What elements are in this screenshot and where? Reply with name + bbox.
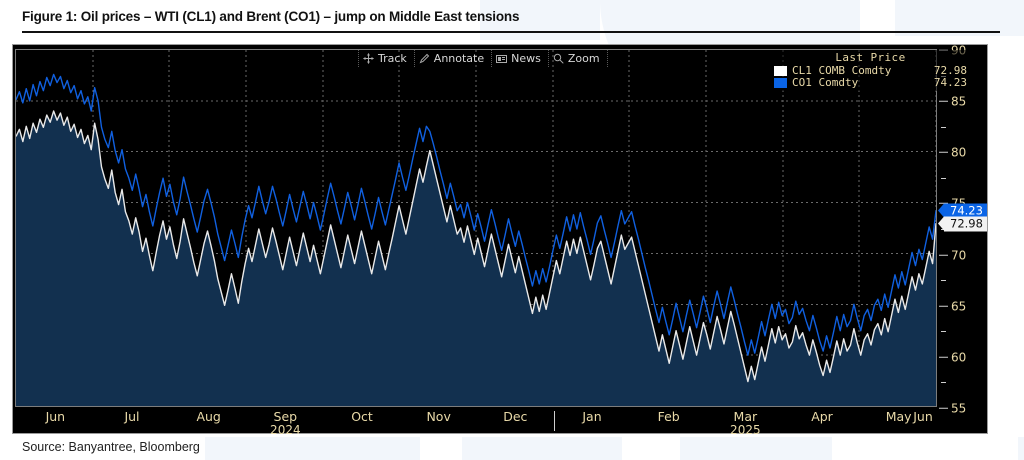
date-axis-label: Oct [351,409,373,424]
price-axis-minor-tick [939,171,946,185]
price-chart-svg [16,50,936,406]
price-axis-minor-tick [939,273,946,287]
year-divider [553,411,555,431]
date-axis-label: Apr [811,409,833,424]
date-axis-label: Dec [503,409,528,424]
legend-row-cl1[interactable]: CL1 COMB Comdty 72.98 [774,65,967,77]
date-axis-label: Aug [196,409,221,424]
date-axis-label: Jun [45,409,66,424]
date-axis-label: Nov [426,409,451,424]
toolbar-zoom-label: Zoom [567,52,600,65]
toolbar-news-label: News [511,52,541,65]
price-axis-tick-70: 70 [939,247,966,262]
date-axis-label: Jun [913,409,933,424]
date-axis-label: May [885,409,912,424]
date-axis-label: Jan [582,409,602,424]
source-note: Source: Banyantree, Bloomberg [22,440,200,454]
watermark-shape [895,0,1024,36]
price-flag-cl1: 72.98 [938,216,987,232]
year-label: 2024 [270,423,301,437]
toolbar-news-button[interactable]: News [492,50,549,67]
title-underline [22,31,1000,33]
toolbar-track-button[interactable]: Track [358,50,415,67]
legend-row-co1[interactable]: CO1 Comdty 74.23 [774,77,967,89]
price-axis-minor-tick [939,120,946,134]
legend-title: Last Price [835,51,906,64]
date-axis: Jun Jul Aug Sep Oct Nov Dec Jan Feb Mar Apr May Jun 2… [15,409,937,437]
news-icon [496,53,508,64]
date-axis-label: Sep [273,409,298,424]
figure-title: Figure 1: Oil prices – WTI (CL1) and Bre… [22,9,520,24]
chart-toolbar: Track Annotate News Zoom [358,50,608,67]
watermark-shape [480,0,600,40]
legend-value-cl1: 72.98 [933,64,967,77]
date-axis-label: Mar [733,409,758,424]
watermark-shape [680,437,832,460]
legend-name-cl1: CL1 COMB Comdty [792,64,892,77]
watermark-shape [1018,437,1024,460]
date-axis-label: Jul [124,409,140,424]
price-axis-tick-55: 55 [939,401,966,415]
toolbar-annotate-button[interactable]: Annotate [415,50,493,67]
toolbar-track-label: Track [378,52,407,65]
pencil-icon [419,53,430,64]
price-axis-tick-60: 60 [939,350,966,364]
price-axis-tick-85: 85 [939,94,966,108]
toolbar-annotate-label: Annotate [433,52,485,65]
watermark-shape [205,437,420,460]
price-axis-tick-65: 65 [939,298,966,313]
legend-swatch-cl1 [774,66,787,76]
year-label: 2025 [730,423,761,437]
legend-name-co1: CO1 Comdty [792,76,859,89]
bloomberg-chart-panel: Track Annotate News Zoom Last Price CL [12,43,988,437]
magnifier-icon [553,53,564,64]
toolbar-zoom-button[interactable]: Zoom [549,50,608,67]
crosshair-icon [363,53,374,64]
price-flag-co1: 74.23 [938,203,987,219]
chart-legend: Last Price CL1 COMB Comdty 72.98 CO1 Com… [770,50,971,91]
legend-swatch-co1 [774,78,787,88]
price-axis-tick-80: 80 [939,145,966,160]
chart-plot-area[interactable] [15,49,937,407]
watermark-shape [462,437,622,460]
legend-value-co1: 74.23 [933,76,967,89]
price-axis-minor-tick [939,324,946,338]
date-axis-label: Feb [657,409,680,424]
price-axis-minor-tick [939,375,946,389]
